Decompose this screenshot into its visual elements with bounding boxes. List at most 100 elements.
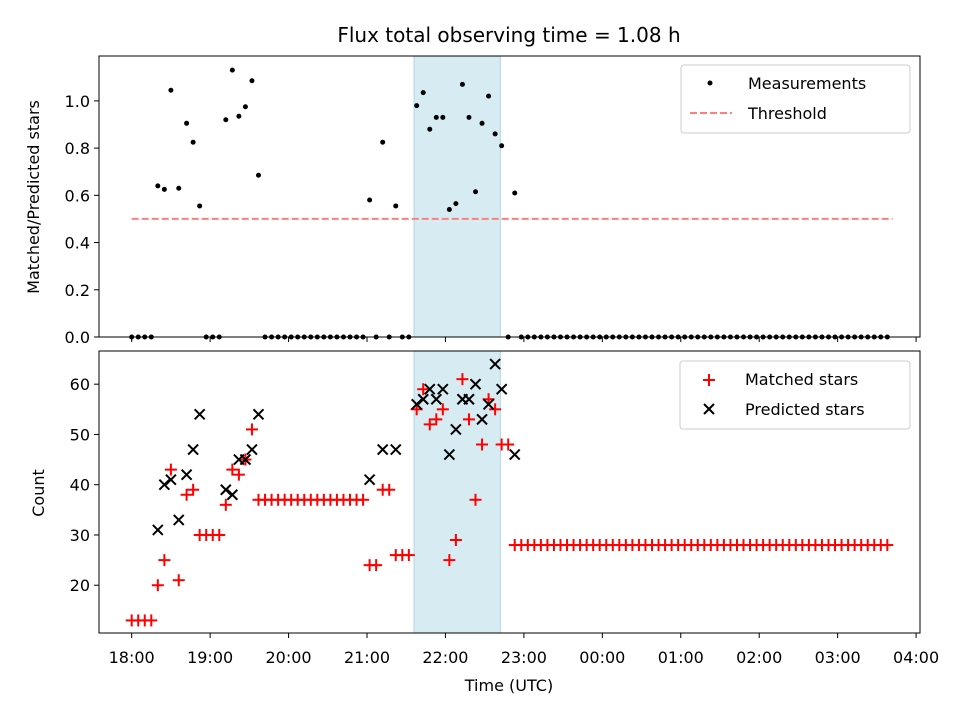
- matched-star-point: [881, 539, 894, 552]
- predicted-star-point: [252, 408, 265, 421]
- matched-star-point: [449, 534, 462, 547]
- predicted-star-point: [246, 443, 258, 456]
- predicted-star-point: [424, 383, 436, 395]
- predicted-star-point: [363, 473, 376, 486]
- predicted-x-b: [489, 358, 501, 370]
- measurement-point: [433, 114, 439, 120]
- x-tick-label: 19:00: [187, 648, 233, 667]
- measurement-point: [499, 143, 505, 149]
- predicted-x-b: [463, 393, 475, 405]
- top-legend-box: [680, 64, 911, 134]
- top-legend: Measurements Threshold: [680, 64, 911, 134]
- predicted-x-b: [220, 484, 232, 496]
- predicted-star-point: [469, 378, 482, 390]
- legend-predicted-marker: [703, 403, 715, 415]
- matched-star-point: [180, 488, 193, 501]
- predicted-x-b: [417, 393, 429, 405]
- predicted-x-b: [226, 489, 239, 501]
- measurement-point: [255, 172, 261, 178]
- matched-star-point: [502, 438, 515, 451]
- x-tick-label: 02:00: [736, 648, 782, 667]
- predicted-star-point: [390, 443, 402, 456]
- bottom-legend: Matched stars Predicted stars: [679, 360, 911, 430]
- top-y-axis-label: Matched/Predicted stars: [24, 100, 43, 294]
- bottom-y-axis-label: Count: [29, 469, 48, 517]
- predicted-x-b: [376, 443, 389, 456]
- matched-star-point: [370, 559, 383, 572]
- predicted-star-point: [476, 413, 488, 426]
- measurement-point: [223, 117, 229, 123]
- x-tick-label: 20:00: [266, 648, 312, 667]
- highlight-span-rect: [413, 350, 501, 634]
- bottom-legend-box: [679, 360, 911, 430]
- matched-star-point: [489, 403, 502, 416]
- x-tick-label: 23:00: [501, 648, 547, 667]
- bottom-x-axis: 18:00 19:00 20:00 21:00 22:00 23:00 00:00 01:00…: [109, 633, 939, 667]
- x-tick-label: 01:00: [658, 648, 704, 667]
- measurement-point: [393, 203, 399, 209]
- measurement-point: [168, 87, 174, 93]
- measurement-point: [414, 103, 420, 109]
- matched-star-point: [145, 614, 158, 627]
- x-tick-label: 03:00: [815, 648, 861, 667]
- y-tick-label: 0.6: [65, 186, 90, 205]
- legend-threshold-label: Threshold: [747, 104, 827, 123]
- measurement-point: [380, 139, 386, 145]
- measurement-point: [466, 114, 472, 120]
- measurement-point: [492, 131, 498, 137]
- measurement-point: [155, 183, 161, 189]
- measurement-point: [486, 93, 492, 99]
- predicted-x-b: [173, 514, 185, 526]
- predicted-star-point: [489, 358, 501, 370]
- matched-star-point: [172, 574, 185, 587]
- predicted-star-point: [239, 453, 252, 466]
- measurement-point: [459, 81, 465, 87]
- matched-star-point: [226, 463, 239, 476]
- x-tick-label: 22:00: [422, 648, 468, 667]
- measurement-point: [367, 197, 373, 203]
- predicted-star-point: [165, 473, 177, 486]
- matched-star-point: [443, 554, 456, 567]
- matched-star-point: [469, 493, 482, 506]
- x-tick-label: 21:00: [344, 648, 390, 667]
- predicted-star-point: [410, 398, 423, 410]
- y-tick-label: 0.2: [65, 281, 90, 300]
- matched-star-point: [436, 403, 449, 416]
- measurement-point: [473, 189, 479, 195]
- y-tick-label: 0.0: [65, 328, 90, 347]
- matched-star-point: [213, 528, 226, 541]
- y-tick-label: 40: [70, 476, 90, 495]
- measurement-point: [229, 67, 235, 73]
- bottom-highlight-span: [413, 350, 501, 634]
- measurement-point: [236, 113, 242, 119]
- matched-star-point: [232, 468, 245, 481]
- measurement-point: [249, 78, 255, 84]
- y-tick-label: 0.4: [65, 234, 90, 253]
- predicted-x-b: [165, 473, 177, 486]
- predicted-star-point: [193, 408, 206, 421]
- predicted-x-b: [158, 479, 171, 491]
- x-tick-label: 00:00: [579, 648, 625, 667]
- measurement-point: [446, 206, 452, 212]
- measurement-point: [427, 126, 433, 132]
- matched-star-point: [402, 549, 415, 562]
- matched-star-point: [357, 493, 370, 506]
- top-y-axis: 0.0 0.2 0.4 0.6 0.8 1.0: [65, 92, 99, 347]
- measurement-point: [512, 190, 518, 196]
- y-tick-label: 50: [70, 425, 90, 444]
- predicted-star-point: [187, 443, 199, 456]
- y-tick-label: 0.8: [65, 139, 90, 158]
- predicted-x-b: [410, 398, 423, 410]
- measurement-point: [453, 201, 459, 207]
- predicted-star-point: [180, 468, 193, 481]
- legend-predicted-label: Predicted stars: [745, 400, 865, 419]
- matched-star-point: [245, 423, 258, 436]
- y-tick-label: 30: [70, 526, 90, 545]
- measurement-point: [420, 90, 426, 96]
- legend-measurements-label: Measurements: [748, 74, 866, 93]
- predicted-star-point: [509, 448, 521, 461]
- matched-star-point: [158, 554, 171, 567]
- predicted-star-point: [376, 443, 389, 456]
- predicted-x-b: [390, 443, 402, 456]
- matched-star-point: [456, 373, 469, 386]
